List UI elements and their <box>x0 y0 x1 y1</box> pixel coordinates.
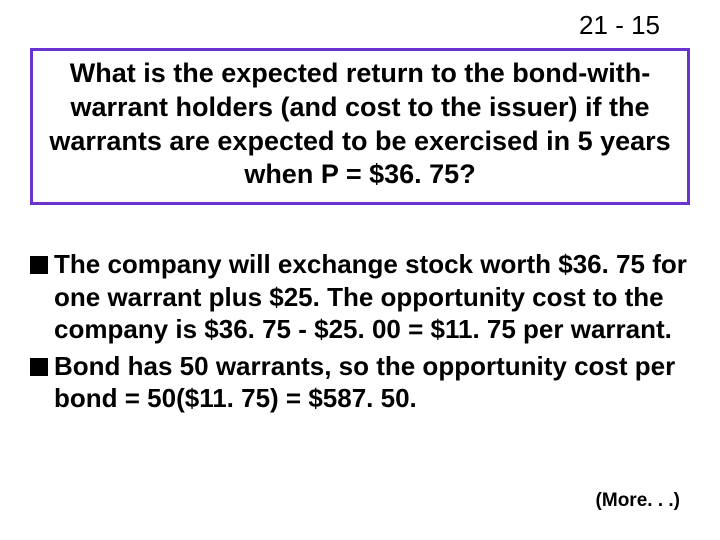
list-item: The company will exchange stock worth $3… <box>30 248 695 346</box>
page-number: 21 - 15 <box>579 10 660 41</box>
title-box: What is the expected return to the bond-… <box>30 48 690 205</box>
square-bullet-icon <box>30 256 48 274</box>
square-bullet-icon <box>30 358 48 376</box>
body-content: The company will exchange stock worth $3… <box>30 248 695 419</box>
list-item: Bond has 50 warrants, so the opportunity… <box>30 350 695 415</box>
more-label: (More. . .) <box>596 490 680 512</box>
title-text: What is the expected return to the bond-… <box>47 57 673 192</box>
bullet-text: The company will exchange stock worth $3… <box>54 248 695 346</box>
bullet-text: Bond has 50 warrants, so the opportunity… <box>54 350 695 415</box>
